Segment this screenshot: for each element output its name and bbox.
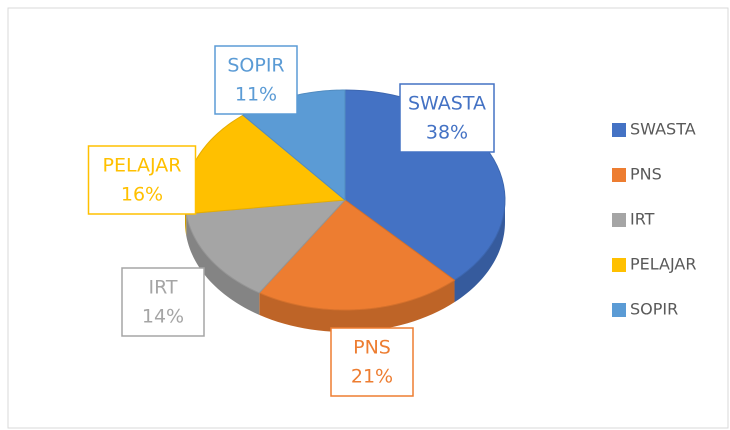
legend-label: PNS xyxy=(630,165,662,184)
value-label: 16% xyxy=(121,184,163,206)
slice-side xyxy=(259,280,455,332)
value-label: 38% xyxy=(426,122,468,144)
pie-slice xyxy=(185,199,347,294)
legend-swatch xyxy=(612,123,626,137)
slice-side xyxy=(454,200,505,303)
label-box xyxy=(214,45,298,115)
category-label: IRT xyxy=(148,277,177,299)
legend-label: SWASTA xyxy=(630,120,696,139)
category-label: SOPIR xyxy=(227,55,284,77)
legend-label: SOPIR xyxy=(630,300,678,319)
label-box xyxy=(330,327,414,397)
legend-swatch xyxy=(612,258,626,272)
value-label: 21% xyxy=(351,366,393,388)
label-box xyxy=(121,267,205,337)
legend-swatch xyxy=(612,213,626,227)
legend-label: PELAJAR xyxy=(630,255,696,274)
legend: SWASTA PNS IRT PELAJAR SOPIR xyxy=(612,120,696,319)
value-label: 11% xyxy=(235,84,277,106)
category-label: PELAJAR xyxy=(103,155,182,177)
legend-swatch xyxy=(612,303,626,317)
pie-slice xyxy=(258,199,456,311)
legend-swatch xyxy=(612,168,626,182)
slice-side xyxy=(186,213,260,315)
category-label: PNS xyxy=(353,337,391,359)
value-label: 14% xyxy=(142,306,184,328)
data-labels: SWASTA 38% PNS 21% IRT 14% PELAJAR 16% SOPIR 11% xyxy=(87,45,495,397)
legend-label: IRT xyxy=(630,210,655,229)
label-box xyxy=(399,83,495,153)
label-box xyxy=(87,145,197,215)
category-label: SWASTA xyxy=(408,93,486,115)
